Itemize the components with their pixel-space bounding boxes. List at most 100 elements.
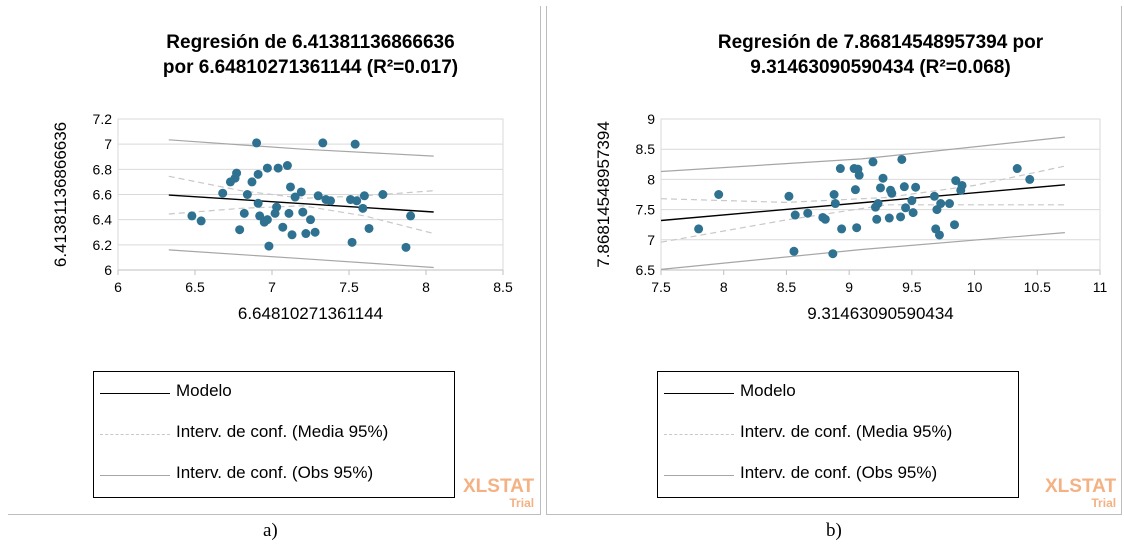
data-point	[950, 220, 960, 230]
data-point	[359, 191, 369, 201]
x-tick-label: 9.5	[902, 279, 922, 295]
y-tick-label: 7	[104, 136, 112, 152]
data-point	[790, 210, 800, 220]
data-point	[873, 199, 883, 209]
data-point	[326, 196, 336, 206]
model-line	[660, 184, 1065, 222]
y-tick-label: 6.8	[93, 161, 113, 177]
data-point	[401, 242, 411, 252]
watermark-main: XLSTAT	[1045, 476, 1117, 497]
legend-ci-obs-swatch	[664, 475, 734, 476]
legend-b: Modelo Interv. de conf. (Media 95%) Inte…	[657, 371, 1019, 498]
x-tick-label: 7	[268, 279, 276, 295]
data-point	[929, 191, 939, 201]
data-point	[358, 203, 368, 213]
data-point	[830, 199, 840, 209]
data-point	[878, 173, 888, 183]
data-point	[218, 188, 228, 198]
watermark-sub: Trial	[509, 496, 535, 510]
chart-title-line: 9.31463090590434 (R²=0.068)	[750, 57, 1010, 78]
data-point	[852, 223, 862, 233]
data-point	[936, 199, 946, 209]
watermark-b: XLSTAT Trial	[1045, 476, 1116, 510]
y-tick-label: 8.5	[636, 141, 656, 157]
data-point	[957, 180, 967, 190]
ci-mean-upper-line	[660, 165, 1066, 204]
data-point	[310, 227, 320, 237]
data-point	[273, 163, 283, 173]
legend-ci-obs-label: Interv. de conf. (Obs 95%)	[176, 463, 374, 482]
data-point	[899, 182, 909, 192]
data-point	[235, 225, 245, 235]
model-line	[168, 194, 434, 213]
legend-model-swatch	[664, 393, 734, 394]
y-axis-label: 6.41381136866636	[51, 122, 70, 267]
data-point	[287, 230, 297, 240]
data-point	[876, 183, 885, 193]
x-tick-label: 9	[845, 279, 853, 295]
data-point	[350, 139, 360, 149]
data-point	[352, 196, 362, 206]
chart-title-line: Regresión de 7.86814548957394 por	[718, 32, 1044, 53]
x-tick-label: 6.5	[185, 279, 205, 295]
x-tick-label: 8.5	[493, 279, 513, 295]
y-tick-label: 6	[104, 262, 112, 278]
legend-ci-mean-swatch	[664, 434, 734, 435]
legend-item-ci-mean: Interv. de conf. (Media 95%)	[94, 422, 454, 446]
y-tick-label: 6.2	[93, 237, 113, 253]
ci-obs-lower-line	[168, 249, 434, 269]
data-point	[318, 138, 328, 148]
data-point	[835, 164, 845, 174]
y-tick-label: 6.4	[93, 212, 113, 228]
data-point	[278, 222, 288, 232]
data-point	[272, 202, 282, 212]
data-point	[907, 196, 917, 206]
x-tick-label: 7.5	[339, 279, 359, 295]
y-tick-label: 7.5	[636, 202, 656, 218]
legend-ci-mean-swatch	[100, 434, 170, 435]
data-point	[242, 190, 252, 199]
data-point	[347, 237, 357, 247]
x-tick-label: 8	[720, 279, 728, 295]
data-point	[298, 207, 308, 217]
data-point	[196, 216, 206, 226]
data-point	[285, 182, 295, 192]
data-point	[232, 168, 242, 178]
legend-model-swatch	[100, 393, 170, 394]
ci-mean-lower-line	[168, 205, 434, 235]
y-tick-label: 6.5	[636, 262, 656, 278]
legend-ci-mean-label: Interv. de conf. (Media 95%)	[176, 422, 389, 441]
data-point	[187, 211, 197, 221]
legend-ci-mean-label: Interv. de conf. (Media 95%)	[740, 422, 953, 441]
chart-title-line: Regresión de 6.41381136866636	[166, 32, 454, 53]
chart-panel-b: 6.5 7 7.5 8 8.5 9 7.5 8 8.5 9 9.5 10 10.5 11 Regresión…	[546, 6, 1122, 515]
y-tick-label: 8	[647, 171, 655, 187]
x-tick-label: 10.5	[1024, 279, 1051, 295]
legend-a: Modelo Interv. de conf. (Media 95%) Inte…	[93, 371, 455, 498]
y-axis-label: 7.86814548957394	[594, 121, 613, 268]
caption-a: a)	[263, 520, 278, 541]
x-tick-label: 6	[114, 279, 122, 295]
regression-chart-a: 6 6.2 6.4 6.6 6.8 7 7.2 6 6.5 7 7.5 8 8.5 Regresión d…	[51, 32, 513, 323]
data-point	[364, 223, 374, 233]
data-point	[255, 211, 265, 221]
y-tick-label: 7.2	[93, 111, 113, 127]
caption-b: b)	[826, 520, 842, 541]
data-point	[911, 182, 921, 192]
data-point	[264, 241, 274, 251]
ci-mean-lower-line	[660, 204, 1065, 243]
y-tick-label: 7	[647, 232, 655, 248]
data-point	[803, 208, 813, 218]
data-point	[253, 169, 263, 179]
data-point	[1025, 174, 1035, 184]
ci-obs-upper-line	[660, 136, 1065, 173]
data-point	[820, 214, 830, 224]
x-tick-label: 7.5	[651, 279, 671, 295]
legend-item-ci-mean: Interv. de conf. (Media 95%)	[658, 422, 1018, 446]
data-point	[828, 249, 838, 259]
legend-item-ci-obs: Interv. de conf. (Obs 95%)	[94, 463, 454, 487]
data-point	[934, 230, 944, 240]
data-point	[282, 161, 292, 171]
data-point	[896, 212, 906, 222]
ci-obs-lower-line	[660, 232, 1065, 270]
